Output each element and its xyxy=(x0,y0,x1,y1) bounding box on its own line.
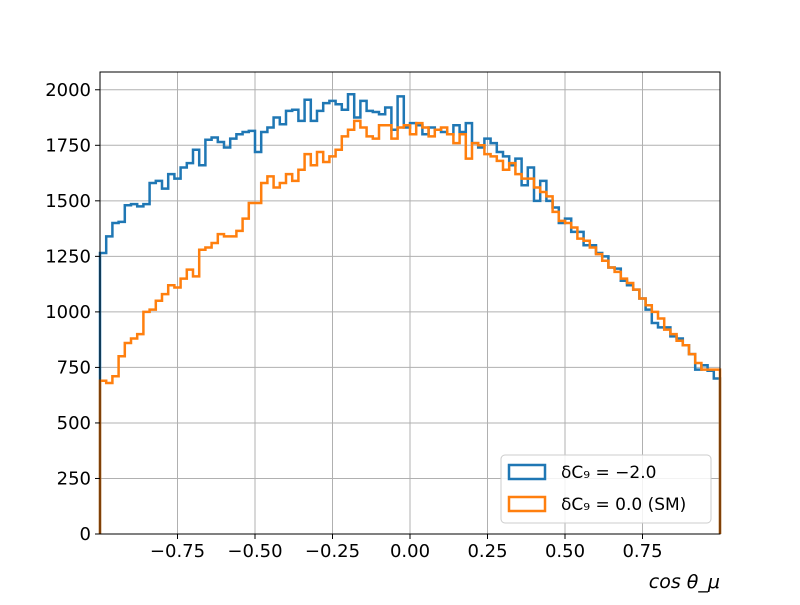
x-tick-label: −0.75 xyxy=(150,541,205,562)
y-tick-label: 750 xyxy=(57,357,91,378)
y-tick-label: 1750 xyxy=(45,135,91,156)
legend-swatch-1 xyxy=(507,463,547,481)
y-tick-label: 250 xyxy=(57,468,91,489)
x-axis-label: cos θ_μ xyxy=(649,571,720,593)
x-axis: −0.75 −0.50 −0.25 0.00 0.25 0.50 0.75 xyxy=(150,534,663,562)
y-axis: 0 250 500 750 1000 1250 1500 1750 2000 xyxy=(45,80,100,545)
x-tick-label: −0.50 xyxy=(227,541,282,562)
legend-swatch-2 xyxy=(507,495,547,513)
x-tick-label: 0.00 xyxy=(390,541,430,562)
series-2-histogram xyxy=(98,119,722,534)
grid-lines xyxy=(100,72,720,535)
x-tick-label: 0.50 xyxy=(545,541,585,562)
y-tick-label: 500 xyxy=(57,413,91,434)
legend: δC₉ = −2.0 δC₉ = 0.0 (SM) xyxy=(500,454,712,524)
legend-label-1: δC₉ = −2.0 xyxy=(561,463,656,483)
series-layer xyxy=(98,92,722,534)
x-tick-label: 0.25 xyxy=(467,541,507,562)
x-tick-label: −0.25 xyxy=(305,541,360,562)
x-tick-label: 0.75 xyxy=(622,541,662,562)
y-tick-label: 2000 xyxy=(45,80,91,101)
legend-box xyxy=(500,454,712,524)
y-tick-label: 0 xyxy=(80,524,91,545)
y-tick-label: 1000 xyxy=(45,302,91,323)
y-tick-label: 1250 xyxy=(45,246,91,267)
y-tick-label: 1500 xyxy=(45,191,91,212)
legend-label-2: δC₉ = 0.0 (SM) xyxy=(561,495,686,515)
